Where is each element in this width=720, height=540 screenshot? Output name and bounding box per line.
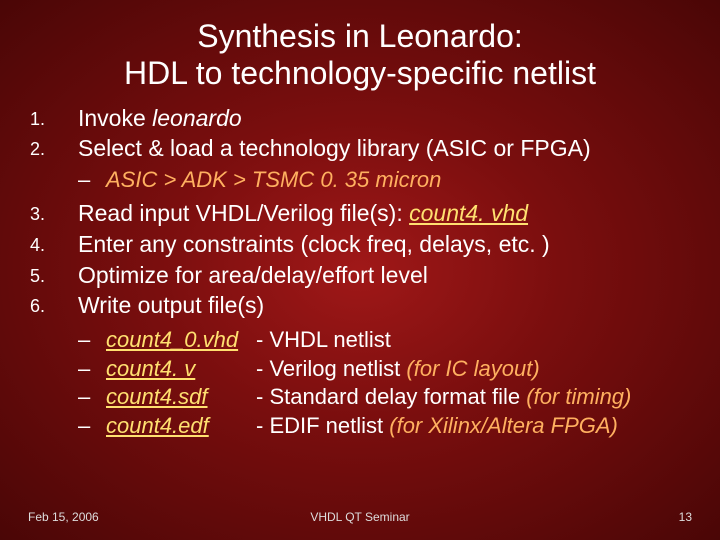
desc-text: - EDIF netlist xyxy=(256,413,389,438)
step-text: Write output file(s) xyxy=(78,291,690,320)
output-file-link[interactable]: count4.edf xyxy=(106,412,256,441)
desc-note: (for IC layout) xyxy=(406,356,539,381)
step-number: 5. xyxy=(30,261,78,290)
step-text: Read input VHDL/Verilog file(s): count4.… xyxy=(78,199,690,228)
slide-title: Synthesis in Leonardo: HDL to technology… xyxy=(0,0,720,92)
step-number: 1. xyxy=(30,104,78,133)
dash-bullet: – xyxy=(78,383,106,412)
step-1: 1. Invoke leonardo xyxy=(30,104,690,133)
command-name: leonardo xyxy=(152,105,242,131)
desc-note: (for timing) xyxy=(526,384,631,409)
text-fragment: Read input VHDL/Verilog file(s): xyxy=(78,200,409,226)
output-desc: - Verilog netlist (for IC layout) xyxy=(256,355,690,384)
step-text: Select & load a technology library (ASIC… xyxy=(78,134,690,163)
desc-note: (for Xilinx/Altera FPGA) xyxy=(389,413,618,438)
dash-bullet: – xyxy=(78,167,106,193)
step-number: 2. xyxy=(30,134,78,163)
output-row: – count4_0.vhd - VHDL netlist xyxy=(78,326,690,355)
step-text: Invoke leonardo xyxy=(78,104,690,133)
output-desc: - EDIF netlist (for Xilinx/Altera FPGA) xyxy=(256,412,690,441)
step-3: 3. Read input VHDL/Verilog file(s): coun… xyxy=(30,199,690,228)
step-text: Optimize for area/delay/effort level xyxy=(78,261,690,290)
output-desc: - VHDL netlist xyxy=(256,326,690,355)
output-desc: - Standard delay format file (for timing… xyxy=(256,383,690,412)
footer-page-number: 13 xyxy=(679,510,692,524)
dash-bullet: – xyxy=(78,412,106,441)
step-number: 6. xyxy=(30,291,78,320)
output-row: – count4. v - Verilog netlist (for IC la… xyxy=(78,355,690,384)
output-file-link[interactable]: count4_0.vhd xyxy=(106,326,256,355)
desc-text: - Standard delay format file xyxy=(256,384,526,409)
text-fragment: Invoke xyxy=(78,105,152,131)
step-4: 4. Enter any constraints (clock freq, de… xyxy=(30,230,690,259)
step-2-sub: – ASIC > ADK > TSMC 0. 35 micron xyxy=(78,167,690,193)
step-text: Enter any constraints (clock freq, delay… xyxy=(78,230,690,259)
desc-text: - VHDL netlist xyxy=(256,327,391,352)
output-file-link[interactable]: count4. v xyxy=(106,355,256,384)
file-link[interactable]: count4. vhd xyxy=(409,200,528,226)
dash-bullet: – xyxy=(78,355,106,384)
footer-date: Feb 15, 2006 xyxy=(28,510,99,524)
step-6: 6. Write output file(s) xyxy=(30,291,690,320)
output-file-link[interactable]: count4.sdf xyxy=(106,383,256,412)
slide-body: 1. Invoke leonardo 2. Select & load a te… xyxy=(0,92,720,441)
desc-text: - Verilog netlist xyxy=(256,356,406,381)
footer-center: VHDL QT Seminar xyxy=(310,510,409,524)
output-row: – count4.edf - EDIF netlist (for Xilinx/… xyxy=(78,412,690,441)
title-line-2: HDL to technology-specific netlist xyxy=(124,55,596,91)
dash-bullet: – xyxy=(78,326,106,355)
slide-footer: Feb 15, 2006 VHDL QT Seminar 13 xyxy=(0,510,720,524)
step-5: 5. Optimize for area/delay/effort level xyxy=(30,261,690,290)
step-2: 2. Select & load a technology library (A… xyxy=(30,134,690,163)
step-number: 3. xyxy=(30,199,78,228)
output-files-list: – count4_0.vhd - VHDL netlist – count4. … xyxy=(78,326,690,440)
title-line-1: Synthesis in Leonardo: xyxy=(197,18,523,54)
sub-text: ASIC > ADK > TSMC 0. 35 micron xyxy=(106,167,441,193)
output-row: – count4.sdf - Standard delay format fil… xyxy=(78,383,690,412)
step-number: 4. xyxy=(30,230,78,259)
